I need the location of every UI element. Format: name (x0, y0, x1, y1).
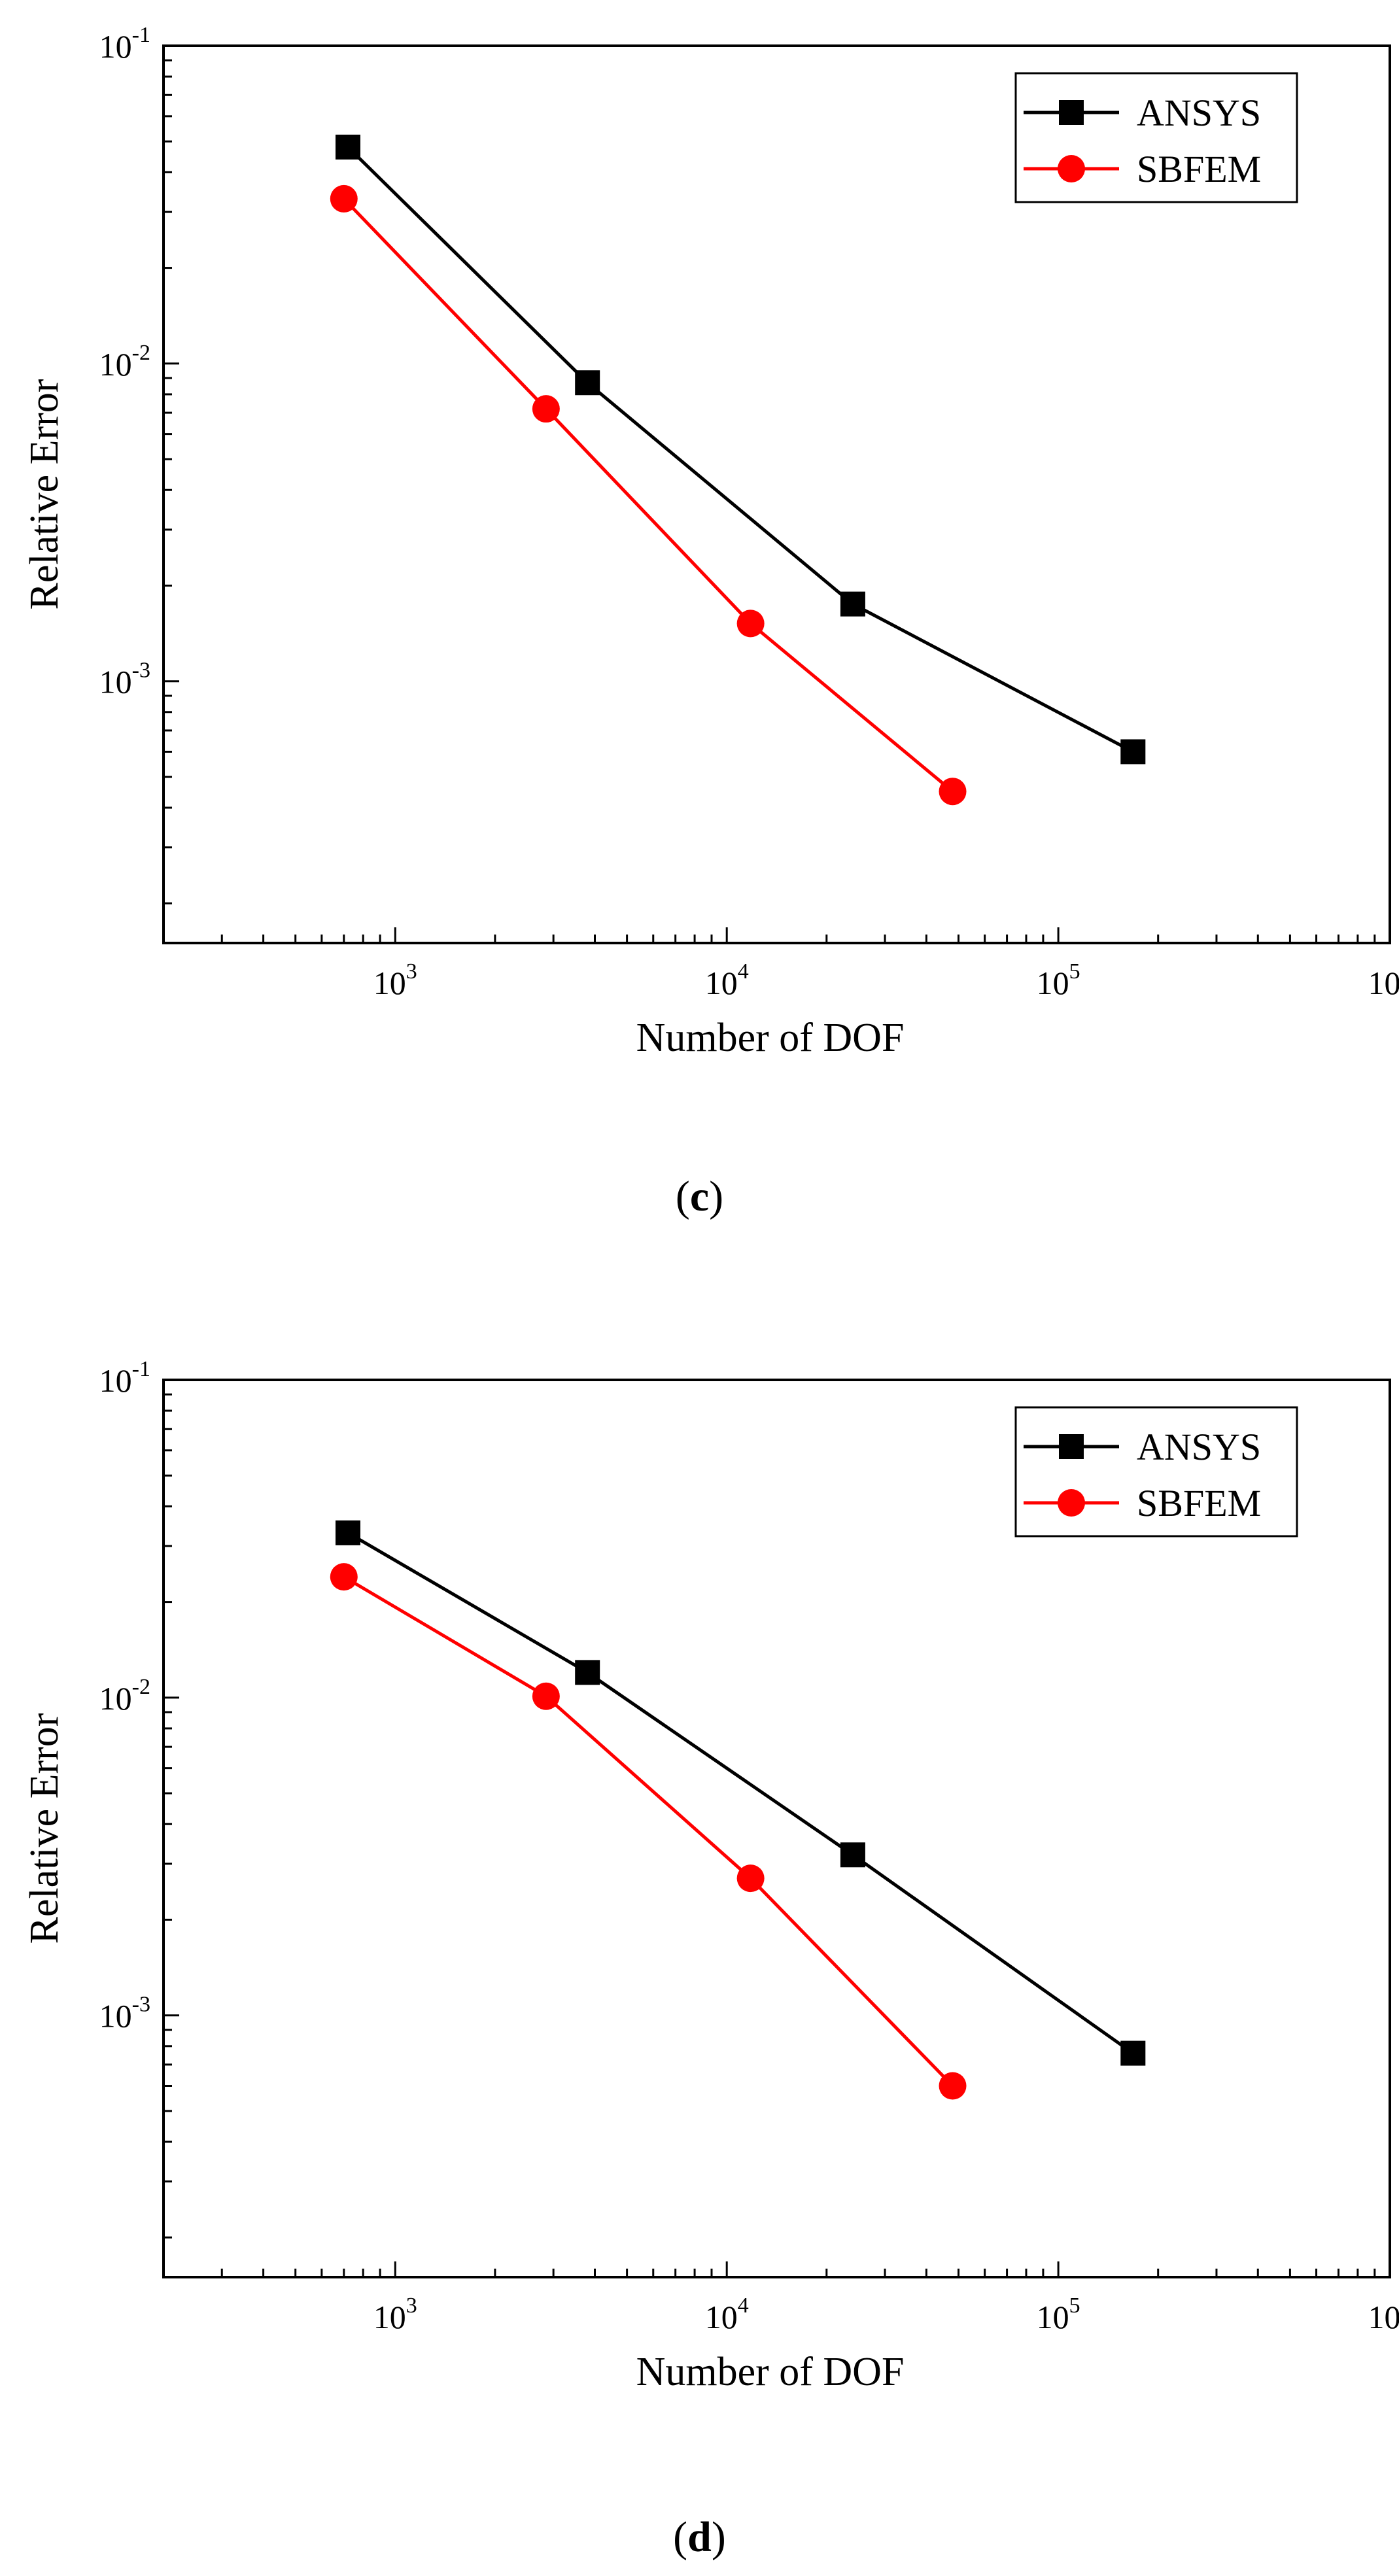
chart-c-sbfem-point (532, 395, 560, 423)
chart-c-ansys-point (335, 134, 360, 160)
chart-c-y-tick-exp: -3 (132, 659, 150, 683)
chart-d-sbfem-point (736, 1864, 765, 1893)
chart-d-legend-sbfem-marker (1058, 1489, 1085, 1517)
chart-c-x-tick-label: 105 (1037, 959, 1080, 1001)
chart-d-x-tick-label: 104 (705, 2293, 749, 2335)
chart-d-y-tick-label: 10-3 (99, 1993, 150, 2035)
chart-d-y-tick-base: 10 (99, 1680, 132, 1717)
chart-c-x-tick-base: 10 (1368, 965, 1399, 1001)
chart-c-y-tick-base: 10 (99, 664, 132, 700)
chart-c-x-tick-base: 10 (705, 965, 738, 1001)
chart-d-x-axis-label: Number of DOF (636, 2350, 905, 2394)
chart-c-x-axis-label: Number of DOF (636, 1016, 905, 1060)
chart-d-x-tick-exp: 3 (406, 2293, 417, 2318)
chart-c-y-tick-exp: -1 (132, 23, 150, 47)
chart-c-y-axis-label: Relative Error (22, 379, 67, 610)
chart-d-sbfem-line (343, 1575, 954, 2087)
chart-d-x-tick-base: 10 (1037, 2299, 1069, 2335)
chart-d-ansys-point (1120, 2040, 1146, 2066)
chart-c-plot-frame (162, 44, 1391, 944)
chart-d-ansys-point (335, 1520, 360, 1545)
chart-c-x-tick-exp: 5 (1069, 959, 1080, 984)
chart-c-y-tick-label: 10-3 (99, 659, 150, 700)
panel-caption-d: (d) (673, 2513, 726, 2561)
chart-d-y-tick-base: 10 (99, 1362, 132, 1399)
chart-d-y-tick-label: 10-2 (99, 1675, 150, 1717)
chart-c-ansys-point (840, 591, 865, 617)
chart-c-y-tick-label: 10-1 (99, 23, 150, 65)
chart-d-legend-box (1014, 1406, 1298, 1537)
chart-c-y-tick-base: 10 (99, 346, 132, 383)
chart-d-x-tick-base: 10 (1368, 2299, 1399, 2335)
chart-d-legend-ansys-label: ANSYS (1137, 1426, 1261, 1468)
chart-d-sbfem-point (330, 1563, 358, 1591)
chart-d-x-tick-label: 106 (1368, 2293, 1399, 2335)
chart-c-x-tick-exp: 4 (738, 959, 749, 984)
chart-d-plot-frame (162, 1379, 1391, 2278)
chart-c-legend-sbfem-label: SBFEM (1137, 148, 1261, 190)
chart-d-ansys-point (840, 1842, 865, 1868)
chart-d-x-tick-label: 105 (1037, 2293, 1080, 2335)
chart-c-ansys-line (347, 146, 1134, 753)
chart-c-legend-ansys-label: ANSYS (1137, 92, 1261, 134)
chart-c-x-tick-label: 104 (705, 959, 749, 1001)
chart-c-sbfem-line (342, 197, 954, 793)
chart-d-sbfem-point (939, 2072, 967, 2100)
chart-d-x-tick-base: 10 (373, 2299, 406, 2335)
chart-d-ansys-point (575, 1660, 600, 1685)
panel-caption-c: (c) (675, 1173, 724, 1220)
chart-c-x-tick-exp: 3 (406, 959, 417, 984)
chart-c-legend-sbfem-marker (1058, 155, 1085, 182)
chart-d-y-tick-exp: -1 (132, 1357, 150, 1381)
chart-c-sbfem-point (939, 778, 967, 806)
chart-c-y-tick-base: 10 (99, 28, 132, 65)
chart-c-y-tick-label: 10-2 (99, 341, 150, 383)
chart-d-y-tick-exp: -2 (132, 1675, 150, 1699)
panel-caption-d-letter: d (687, 2513, 712, 2561)
chart-c-x-tick-label: 106 (1368, 959, 1399, 1001)
chart-c-legend-ansys-marker (1059, 100, 1084, 125)
chart-c-x-tick-base: 10 (373, 965, 406, 1001)
chart-c-legend-box (1014, 72, 1298, 203)
chart-d-legend-sbfem-label: SBFEM (1137, 1482, 1261, 1524)
panel-caption-c-letter: c (689, 1173, 710, 1220)
chart-d-x-tick-label: 103 (373, 2293, 417, 2335)
chart-c-ansys-point (575, 370, 600, 396)
chart-c-sbfem-point (736, 610, 765, 638)
chart-c-ansys-point (1120, 739, 1146, 764)
chart-c-x-tick-base: 10 (1037, 965, 1069, 1001)
chart-c-y-tick-exp: -2 (132, 341, 150, 365)
chart-d-x-tick-exp: 5 (1069, 2293, 1080, 2318)
chart-d-y-tick-exp: -3 (132, 1993, 150, 2017)
chart-d-ansys-line (347, 1531, 1134, 2055)
chart-d-y-axis-label: Relative Error (22, 1713, 67, 1944)
chart-d-legend-ansys-marker (1059, 1434, 1084, 1459)
chart-d-y-tick-label: 10-1 (99, 1357, 150, 1399)
chart-c-x-tick-label: 103 (373, 959, 417, 1001)
chart-d-x-tick-exp: 4 (738, 2293, 749, 2318)
chart-d-sbfem-point (532, 1682, 560, 1710)
chart-c-sbfem-point (330, 184, 358, 213)
chart-d-y-tick-base: 10 (99, 1998, 132, 2035)
chart-d-x-tick-base: 10 (705, 2299, 738, 2335)
